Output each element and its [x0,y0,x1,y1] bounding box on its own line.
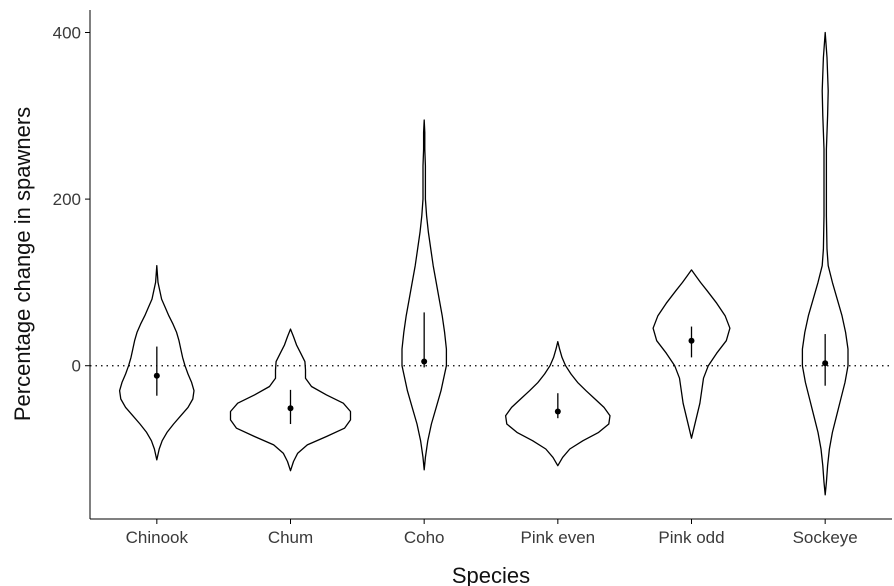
median-point [287,405,294,412]
violin-sockeye [801,31,849,496]
violin-chinook [118,265,195,461]
x-tick-label: Sockeye [793,528,858,547]
x-tick-label: Pink odd [658,528,724,547]
median-point [688,337,695,344]
median-point [153,372,160,379]
median-point [554,408,561,415]
violin-coho [401,119,448,471]
x-axis-title: Species [452,563,530,586]
y-tick-label: 0 [72,357,81,376]
median-point [822,360,829,367]
violin-pink-even [504,340,611,467]
y-axis-ticks: 0 200 400 [53,23,90,376]
y-tick-label: 400 [53,23,81,42]
median-point [421,358,428,365]
plot-area: 0 200 400 Chinook Chum Coho Pink even Pink odd… [53,10,892,547]
x-tick-label: Chum [268,528,313,547]
violin-chum [229,328,352,472]
y-axis-title: Percentage change in spawners [10,107,35,421]
x-tick-label: Chinook [126,528,189,547]
violin-pink-odd [652,269,731,439]
x-tick-label: Pink even [520,528,595,547]
violins-group [118,31,849,496]
x-tick-label: Coho [404,528,445,547]
y-tick-label: 200 [53,190,81,209]
x-axis-ticks: Chinook Chum Coho Pink even Pink odd Sockeye [126,519,858,547]
